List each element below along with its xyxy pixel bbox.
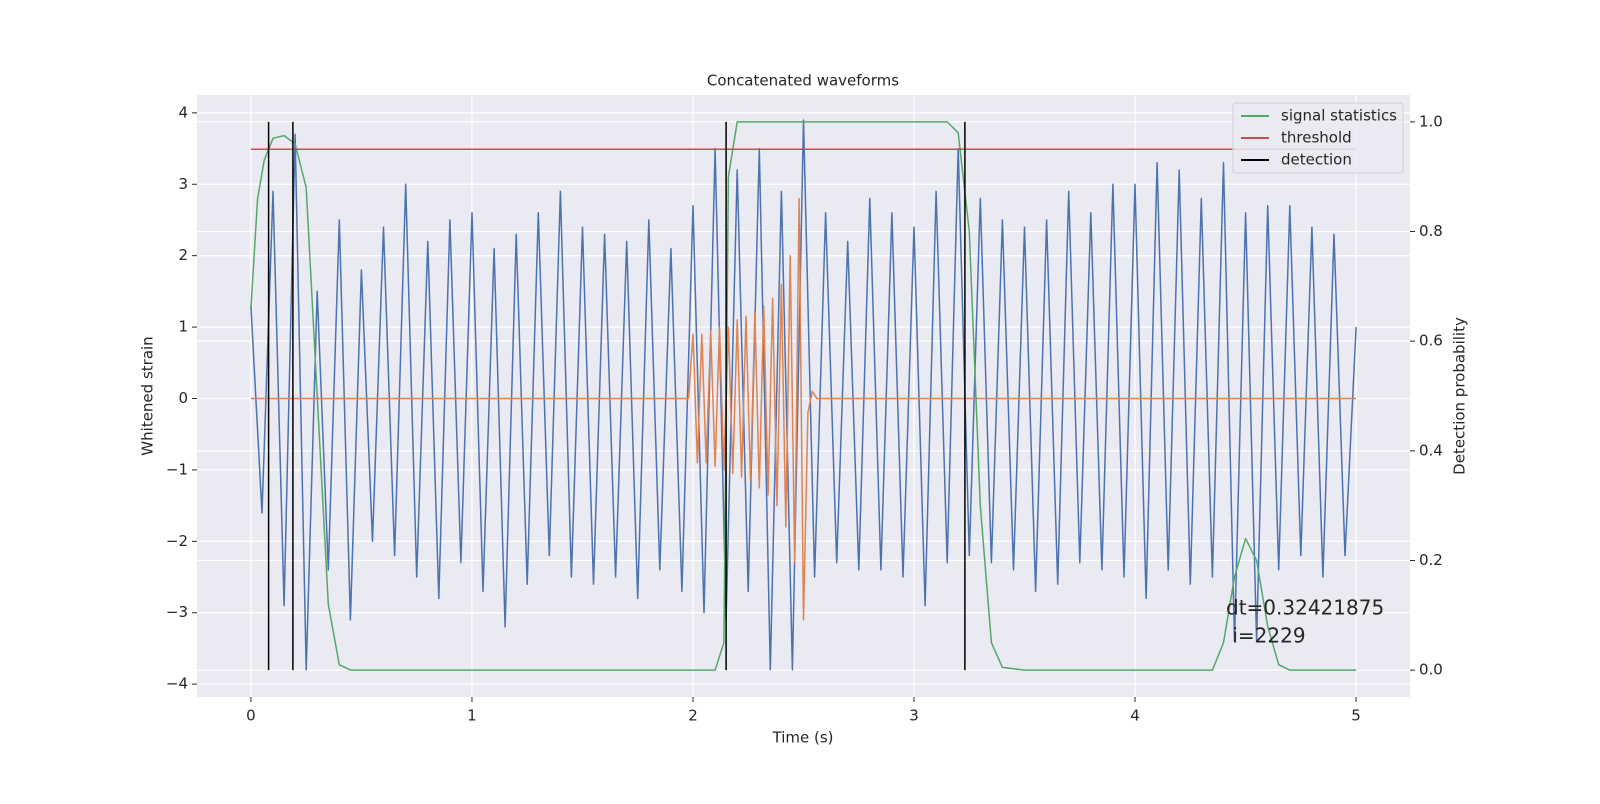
series-line [267, 121, 966, 671]
y-tick-label: −1 [166, 460, 188, 478]
y2-tick-label: 0.4 [1419, 441, 1443, 459]
y-tick-label: 3 [178, 175, 188, 193]
x-tick-label: 0 [246, 707, 256, 725]
y2-tick-label: 0.6 [1419, 332, 1443, 350]
y-tick-label: 0 [178, 389, 188, 407]
series-line [250, 197, 1357, 621]
legend-label: detection [1281, 151, 1352, 169]
x-tick-label: 3 [909, 707, 919, 725]
y2-tick-label: 0.2 [1419, 551, 1443, 569]
y-tick-label: −3 [166, 603, 188, 621]
y2-tick-label: 0.0 [1419, 661, 1443, 679]
series-line [250, 119, 1357, 671]
y-tick-label: 2 [178, 246, 188, 264]
legend-label: signal statistics [1281, 107, 1397, 125]
y2-tick-label: 0.8 [1419, 222, 1443, 240]
annotation: dt=0.32421875 [1226, 596, 1384, 620]
x-tick-label: 4 [1130, 707, 1140, 725]
legend-box [1232, 102, 1404, 174]
chart-title: Concatenated waveforms [707, 72, 899, 90]
series-line [250, 121, 1357, 671]
x-tick-label: 2 [688, 707, 698, 725]
y2-tick-label: 1.0 [1419, 112, 1443, 130]
legend-label: threshold [1281, 129, 1352, 147]
x-tick-label: 1 [467, 707, 477, 725]
y-tick-label: −4 [166, 675, 188, 693]
y-axis-label: Whitened strain [139, 336, 157, 455]
y2-axis-label: Detection probability [1451, 317, 1469, 475]
annotation: i=2229 [1226, 624, 1306, 648]
y-tick-label: 4 [178, 103, 188, 121]
x-axis-label: Time (s) [772, 729, 834, 747]
y-tick-label: 1 [178, 318, 188, 336]
y-tick-label: −2 [166, 532, 188, 550]
x-tick-label: 5 [1351, 707, 1361, 725]
